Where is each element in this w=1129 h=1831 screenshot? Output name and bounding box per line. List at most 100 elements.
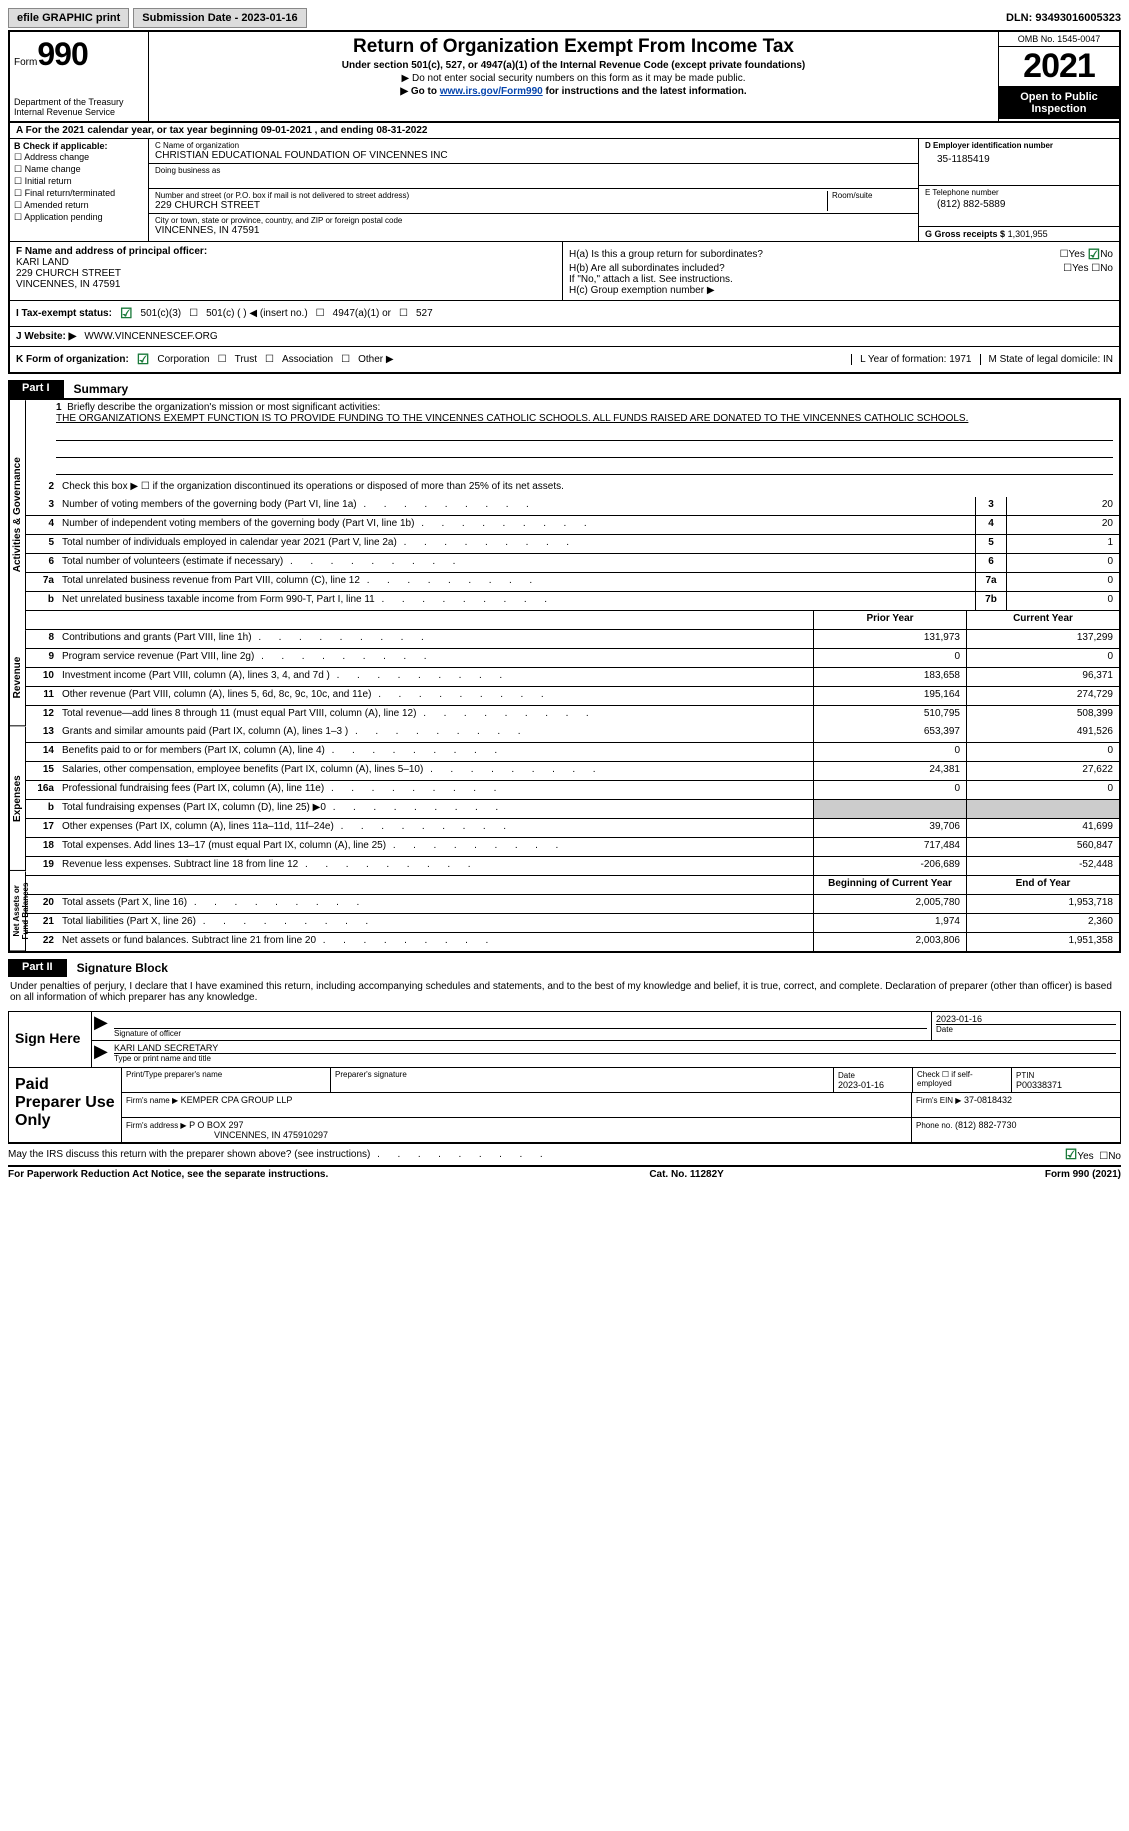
gross-receipts: 1,301,955 [1008,229,1048,239]
form-subtitle: Under section 501(c), 527, or 4947(a)(1)… [153,60,994,71]
chk-527[interactable]: ☐ [399,308,408,319]
line2-discontinued: Check this box ▶ ☐ if the organization d… [58,479,1119,497]
chk-assoc[interactable]: ☐ [265,354,274,365]
paid-preparer-label: Paid Preparer Use Only [9,1068,122,1142]
summary-row: 22Net assets or fund balances. Subtract … [26,933,1119,951]
tax-year: 2021 [999,47,1119,87]
prep-sig-label: Preparer's signature [335,1070,829,1079]
chk-name-change[interactable]: ☐ Name change [14,164,144,175]
col-b-checkboxes: B Check if applicable: ☐ Address change … [10,139,149,241]
firm-addr2: VINCENNES, IN 475910297 [126,1130,328,1140]
gross-label: G Gross receipts $ [925,229,1005,239]
arrow-icon: ▶ [92,1012,110,1040]
prep-name-label: Print/Type preparer's name [126,1070,326,1079]
firm-phone: (812) 882-7730 [955,1120,1017,1130]
line-a-period: A For the 2021 calendar year, or tax yea… [8,123,1121,139]
mission-text: THE ORGANIZATIONS EXEMPT FUNCTION IS TO … [56,413,1113,424]
summary-row: 10Investment income (Part VIII, column (… [26,668,1119,687]
street-address: 229 CHURCH STREET [155,200,827,211]
vtext-revenue: Revenue [10,630,26,726]
hb-label: H(b) Are all subordinates included? [569,263,1063,274]
chk-amended[interactable]: ☐ Amended return [14,200,144,211]
perjury-declaration: Under penalties of perjury, I declare th… [8,977,1121,1007]
summary-row: bNet unrelated business taxable income f… [26,592,1119,610]
summary-row: 8Contributions and grants (Part VIII, li… [26,630,1119,649]
hdr-prior-year: Prior Year [813,611,966,629]
footer-row: For Paperwork Reduction Act Notice, see … [8,1165,1121,1182]
summary-row: 19Revenue less expenses. Subtract line 1… [26,857,1119,875]
print-button[interactable]: efile GRAPHIC print [8,8,129,28]
chk-initial-return[interactable]: ☐ Initial return [14,176,144,187]
chk-501c[interactable]: ☐ [189,308,198,319]
ein: 35-1185419 [925,150,1113,169]
ha-no[interactable]: ☑ [1088,246,1101,263]
ssn-note: ▶ Do not enter social security numbers o… [153,73,994,84]
chk-other[interactable]: ☐ [341,354,350,365]
chk-final-return[interactable]: ☐ Final return/terminated [14,188,144,199]
summary-row: 18Total expenses. Add lines 13–17 (must … [26,838,1119,857]
submission-date: Submission Date - 2023-01-16 [133,8,306,28]
ha-label: H(a) Is this a group return for subordin… [569,249,1060,260]
irs-link[interactable]: www.irs.gov/Form990 [440,86,543,97]
vtext-netassets: Net Assets or Fund Balances [10,871,26,951]
omb-number: OMB No. 1545-0047 [999,32,1119,47]
summary-row: 6Total number of volunteers (estimate if… [26,554,1119,573]
hdr-end-year: End of Year [966,876,1119,894]
officer-city: VINCENNES, IN 47591 [16,279,556,290]
summary-row: 9Program service revenue (Part VIII, lin… [26,649,1119,668]
form-header: Form990 Department of the Treasury Inter… [8,30,1121,123]
hb-no[interactable]: ☐No [1091,263,1113,274]
arrow-icon: ▶ [92,1041,110,1067]
hb-yes[interactable]: ☐Yes [1063,263,1088,274]
firm-ein: 37-0818432 [964,1095,1012,1105]
summary-row: 11Other revenue (Part VIII, column (A), … [26,687,1119,706]
ha-yes[interactable]: ☐Yes [1060,249,1085,260]
sig-date: 2023-01-16 [936,1014,1116,1024]
officer-label: F Name and address of principal officer: [16,246,556,257]
chk-corp[interactable]: ☑ [137,351,150,368]
entity-block: B Check if applicable: ☐ Address change … [8,139,1121,242]
hdr-beginning-year: Beginning of Current Year [813,876,966,894]
summary-row: 5Total number of individuals employed in… [26,535,1119,554]
officer-name: KARI LAND [16,257,556,268]
form-number: 990 [37,36,87,72]
hc-label: H(c) Group exemption number ▶ [569,285,1113,296]
officer-typed-name: KARI LAND SECRETARY [114,1043,1116,1053]
discuss-no[interactable]: ☐ [1099,1151,1108,1162]
summary-row: 14Benefits paid to or for members (Part … [26,743,1119,762]
website-url: WWW.VINCENNESCEF.ORG [84,331,217,342]
summary-row: 4Number of independent voting members of… [26,516,1119,535]
summary-row: 12Total revenue—add lines 8 through 11 (… [26,706,1119,724]
preparer-block: Paid Preparer Use Only Print/Type prepar… [8,1068,1121,1144]
part1-header: Part I Summary [8,380,1121,398]
summary-row: 3Number of voting members of the governi… [26,497,1119,516]
summary-row: 21Total liabilities (Part X, line 26)1,9… [26,914,1119,933]
phone-label: E Telephone number [925,188,1113,197]
prep-ptin: P00338371 [1016,1080,1062,1090]
chk-501c3[interactable]: ☑ [120,305,133,322]
firm-addr1: P O BOX 297 [189,1120,243,1130]
form-title: Return of Organization Exempt From Incom… [153,36,994,58]
summary-table: Activities & Governance Revenue Expenses… [8,398,1121,953]
street-label: Number and street (or P.O. box if mail i… [155,191,827,200]
hb-note: If "No," attach a list. See instructions… [569,274,1113,285]
city-state-zip: VINCENNES, IN 47591 [155,225,912,236]
summary-row: 15Salaries, other compensation, employee… [26,762,1119,781]
prep-self-employed[interactable]: Check ☐ if self-employed [913,1068,1012,1092]
chk-address-change[interactable]: ☐ Address change [14,152,144,163]
officer-group-row: F Name and address of principal officer:… [8,242,1121,301]
typed-name-label: Type or print name and title [114,1053,1116,1063]
chk-trust[interactable]: ☐ [218,354,227,365]
chk-4947[interactable]: ☐ [316,308,325,319]
hdr-current-year: Current Year [966,611,1119,629]
summary-row: 16aProfessional fundraising fees (Part I… [26,781,1119,800]
summary-row: bTotal fundraising expenses (Part IX, co… [26,800,1119,819]
discuss-yes[interactable]: ☑ [1065,1146,1078,1162]
officer-street: 229 CHURCH STREET [16,268,556,279]
org-name-label: C Name of organization [155,141,912,150]
summary-row: 20Total assets (Part X, line 16)2,005,78… [26,895,1119,914]
signature-block: Sign Here ▶ Signature of officer 2023-01… [8,1011,1121,1068]
sign-here-label: Sign Here [9,1012,92,1067]
chk-app-pending[interactable]: ☐ Application pending [14,212,144,223]
topbar: efile GRAPHIC print Submission Date - 20… [8,8,1121,28]
